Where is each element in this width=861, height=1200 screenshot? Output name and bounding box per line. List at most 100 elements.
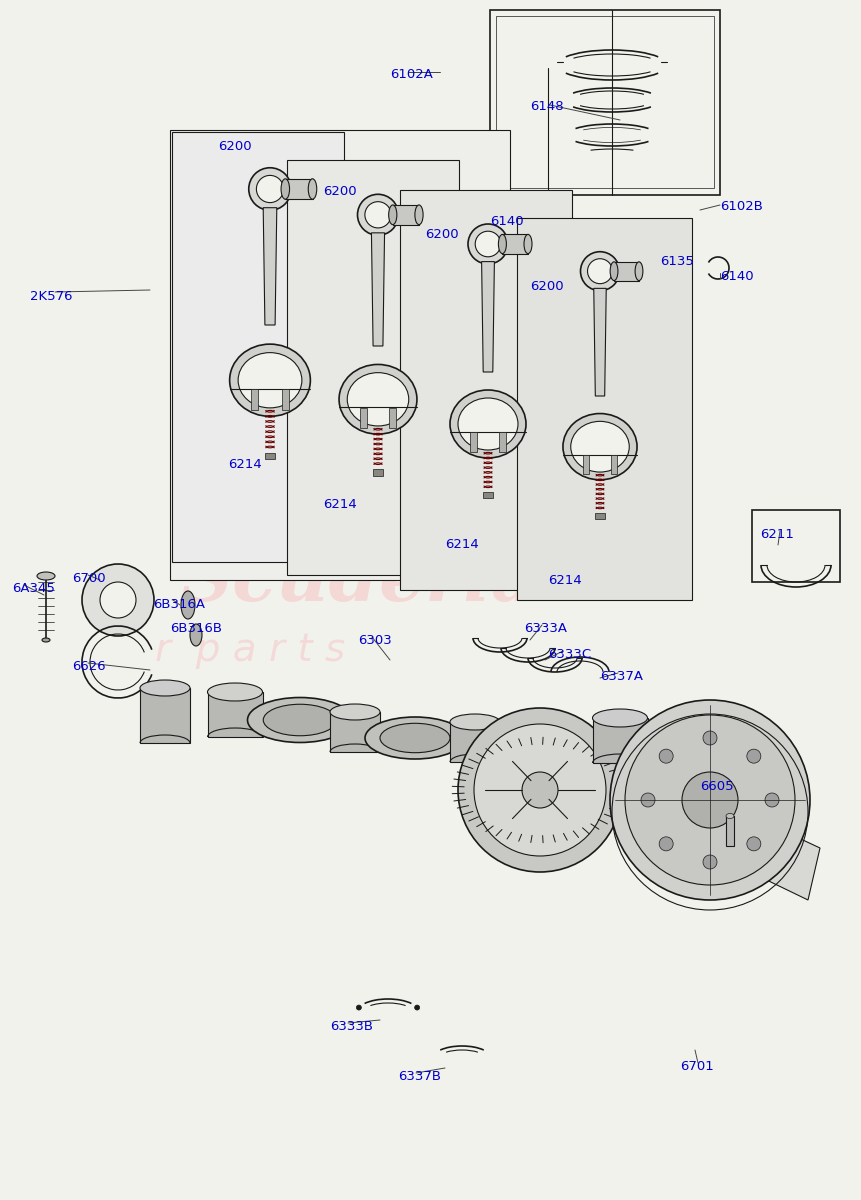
Text: 6135: 6135	[660, 254, 694, 268]
Bar	[400, 190, 572, 590]
Ellipse shape	[181, 590, 195, 619]
Circle shape	[746, 749, 761, 763]
Ellipse shape	[247, 697, 352, 743]
Text: 6214: 6214	[228, 458, 262, 470]
Polygon shape	[594, 288, 606, 396]
Text: 6626: 6626	[72, 660, 106, 673]
Bar	[595, 514, 604, 520]
Bar	[611, 455, 617, 474]
Circle shape	[660, 836, 673, 851]
Text: 6140: 6140	[490, 215, 523, 228]
Text: 6214: 6214	[323, 498, 356, 511]
Bar	[470, 432, 477, 452]
Circle shape	[641, 793, 655, 806]
Ellipse shape	[388, 205, 397, 224]
Ellipse shape	[499, 234, 506, 253]
Ellipse shape	[523, 744, 598, 776]
Polygon shape	[263, 208, 276, 325]
Ellipse shape	[571, 421, 629, 472]
Text: 6337B: 6337B	[398, 1070, 441, 1082]
Bar	[393, 205, 419, 224]
Bar	[373, 469, 383, 475]
Text: r  p a r t s: r p a r t s	[155, 631, 345, 670]
Bar	[172, 132, 344, 562]
Circle shape	[474, 724, 606, 856]
Text: 6214: 6214	[548, 574, 582, 587]
Circle shape	[765, 793, 779, 806]
Circle shape	[682, 772, 738, 828]
Text: 6B316A: 6B316A	[153, 598, 205, 611]
Ellipse shape	[450, 714, 500, 730]
Ellipse shape	[610, 262, 618, 281]
Ellipse shape	[380, 724, 450, 752]
Polygon shape	[481, 262, 494, 372]
Circle shape	[703, 731, 717, 745]
Ellipse shape	[450, 390, 526, 458]
Text: 6333B: 6333B	[330, 1020, 373, 1033]
Bar	[614, 262, 639, 281]
Bar	[726, 816, 734, 846]
Bar	[287, 160, 459, 575]
Text: 6200: 6200	[218, 140, 251, 152]
Bar	[583, 455, 589, 474]
Polygon shape	[170, 130, 510, 580]
Ellipse shape	[365, 716, 465, 758]
Circle shape	[660, 749, 673, 763]
Ellipse shape	[330, 704, 380, 720]
Bar	[503, 234, 528, 253]
Text: 6102B: 6102B	[720, 200, 763, 214]
Ellipse shape	[662, 308, 687, 317]
Ellipse shape	[475, 232, 501, 257]
Bar	[499, 432, 505, 452]
Bar	[251, 389, 258, 410]
Text: 6211: 6211	[760, 528, 794, 541]
Ellipse shape	[524, 234, 532, 253]
Bar	[140, 688, 190, 743]
Text: Scuderia: Scuderia	[180, 545, 537, 616]
Ellipse shape	[190, 624, 202, 646]
Circle shape	[356, 1006, 362, 1010]
Ellipse shape	[308, 179, 317, 199]
Text: 6140: 6140	[720, 270, 753, 283]
Polygon shape	[746, 820, 820, 900]
Bar	[450, 722, 500, 762]
Bar	[496, 16, 714, 188]
Polygon shape	[371, 233, 385, 346]
Ellipse shape	[563, 414, 637, 480]
Bar	[208, 692, 263, 737]
Text: 6214: 6214	[445, 538, 479, 551]
Text: 6333C: 6333C	[548, 648, 592, 661]
Ellipse shape	[257, 175, 283, 203]
Bar	[282, 389, 288, 410]
Text: 6701: 6701	[680, 1060, 714, 1073]
Text: 6148: 6148	[530, 100, 564, 113]
Ellipse shape	[458, 398, 518, 450]
Ellipse shape	[662, 244, 687, 252]
Bar	[483, 492, 492, 498]
Ellipse shape	[365, 202, 391, 228]
Bar	[663, 248, 688, 313]
Circle shape	[458, 708, 622, 872]
Circle shape	[625, 293, 649, 317]
Text: 6605: 6605	[700, 780, 734, 793]
Ellipse shape	[415, 205, 423, 224]
Text: 6A345: 6A345	[12, 582, 55, 595]
Ellipse shape	[592, 709, 647, 727]
Bar	[285, 179, 313, 199]
Bar	[752, 510, 840, 582]
Ellipse shape	[580, 252, 620, 290]
Bar	[490, 10, 720, 194]
Ellipse shape	[587, 259, 612, 283]
Circle shape	[625, 715, 795, 886]
Text: 2K576: 2K576	[30, 290, 72, 302]
Ellipse shape	[506, 737, 614, 782]
Ellipse shape	[339, 365, 417, 434]
Ellipse shape	[208, 683, 263, 701]
Ellipse shape	[238, 353, 302, 408]
Text: 6700: 6700	[72, 572, 106, 584]
Ellipse shape	[347, 373, 409, 426]
Ellipse shape	[726, 814, 734, 818]
Text: 6200: 6200	[323, 185, 356, 198]
Circle shape	[100, 582, 136, 618]
Bar	[517, 218, 692, 600]
